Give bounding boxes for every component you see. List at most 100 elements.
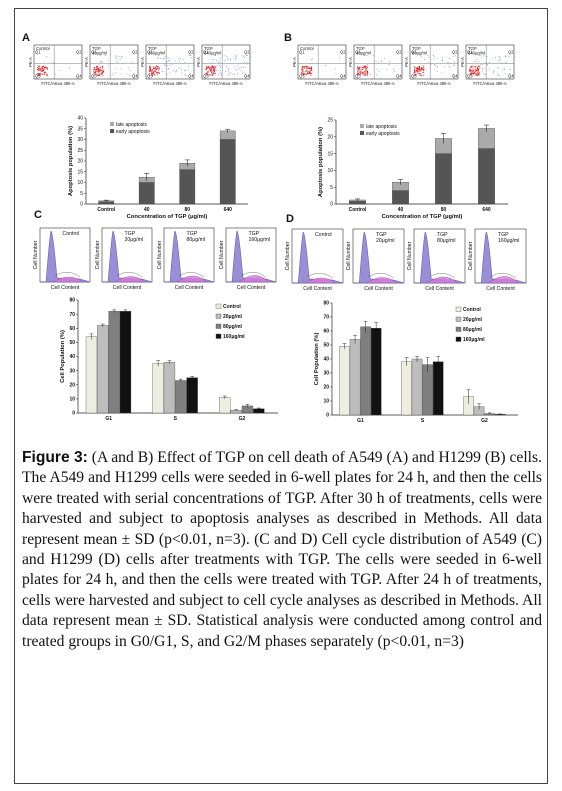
flow-dot-apoptotic [311, 58, 312, 60]
flow-dot-apoptotic [131, 61, 133, 63]
flow-dot-live [310, 68, 312, 70]
flow-dot-apoptotic [111, 74, 113, 76]
flow-dot-apoptotic [509, 72, 511, 74]
y-tick-label: 0 [80, 202, 83, 208]
flow-dot-live [39, 74, 41, 76]
flow-dot-live [211, 72, 213, 74]
caption-text: (A and B) Effect of TGP on cell death of… [22, 449, 542, 650]
flow-dot-live [356, 73, 358, 75]
flow-dot-live [151, 70, 153, 72]
flow-dot-live [152, 71, 154, 73]
flow-dot-live [98, 68, 100, 70]
flow-dot-live [310, 74, 312, 76]
flow-dot-live [414, 71, 416, 73]
flow-dot-apoptotic [504, 63, 506, 65]
flow-dot-live [36, 72, 38, 74]
hist-s-phase [426, 276, 458, 284]
flow-dot-live [360, 67, 362, 69]
flow-dot-live [213, 65, 215, 67]
flow-dot-apoptotic [231, 73, 233, 75]
flow-dot-live [419, 68, 421, 70]
flow-dot-apoptotic [241, 55, 243, 57]
flow-dot-apoptotic [378, 70, 380, 72]
flow-dot-live [421, 67, 423, 69]
flow-quadrant-label: Q1 [411, 49, 417, 54]
bar-dose-2 [108, 311, 120, 414]
flow-axis-xlabel: FITC/Alexa 488-A [473, 81, 506, 86]
flow-quadrant-label: Q2 [188, 49, 194, 54]
flow-quadrant-label: Q3 [35, 74, 41, 79]
flow-dot-live [43, 69, 45, 72]
flow-dot-live [470, 72, 472, 74]
flow-dot-apoptotic [217, 74, 219, 76]
flow-dot-live [306, 68, 308, 70]
flow-dot-apoptotic [211, 66, 213, 68]
legend-label: Control [223, 304, 241, 310]
flow-dot-apoptotic [436, 66, 438, 68]
flow-dot-apoptotic [184, 70, 186, 71]
flow-dot-apoptotic [238, 67, 240, 69]
y-axis-title: Apoptosis population (%) [318, 127, 324, 197]
flow-dot-live [365, 70, 367, 72]
flow-dot-live [213, 68, 215, 70]
flow-dot-apoptotic [448, 65, 450, 67]
y-tick-label: 70 [69, 312, 75, 318]
hist-axis-xlabel: Cell Content [175, 285, 204, 291]
flow-dot-live [422, 72, 424, 74]
flow-dot-live [357, 71, 359, 73]
flow-dot-live [38, 67, 40, 69]
flow-dot-live [414, 74, 416, 76]
flow-axis-xlabel: FITC/Alexa 488-A [97, 81, 130, 86]
flow-dot-live [306, 66, 308, 68]
flow-axis-xlabel: FITC/Alexa 488-A [417, 81, 450, 86]
flow-dot-live [153, 72, 155, 74]
hist-s-phase [238, 275, 269, 283]
flow-dot-apoptotic [244, 61, 246, 63]
flow-dot-apoptotic [486, 55, 488, 57]
hist-plot-label: Control [315, 232, 332, 238]
flow-dot-live [471, 66, 473, 68]
flow-dot-apoptotic [498, 67, 500, 69]
flow-dot-apoptotic [227, 73, 229, 75]
flow-axis-ylabel: PE-A [460, 57, 465, 67]
flow-dot-live [156, 72, 158, 74]
bar-dose-2 [422, 364, 433, 416]
hist-plot-label: TGP 20μg/ml [125, 231, 144, 243]
flow-quadrant-label: Q1 [467, 49, 473, 54]
flow-dot-live [97, 74, 99, 77]
y-tick-label: 40 [69, 354, 75, 360]
flow-dot-live [357, 72, 359, 74]
x-tick-label: 80 [441, 207, 447, 213]
flow-dot-apoptotic [129, 70, 131, 71]
flow-dot-live [206, 67, 208, 69]
flow-quadrant-label: Q3 [299, 74, 305, 79]
flow-dot-live [415, 74, 417, 76]
flow-dot-apoptotic [236, 68, 238, 70]
flow-dot-live [39, 69, 41, 71]
flow-dot-apoptotic [219, 65, 221, 67]
hist-axis-ylabel: Cell Number [33, 240, 39, 269]
flow-dot-apoptotic [486, 63, 488, 65]
flow-dot-live [363, 72, 365, 74]
flow-dot-live [214, 69, 216, 71]
flow-dot-apoptotic [497, 67, 498, 69]
flow-dot-live [98, 72, 100, 74]
flow-dot-apoptotic [369, 73, 371, 75]
x-tick-label: 40 [398, 207, 404, 213]
flow-dot-live [414, 69, 416, 71]
flow-dot-live [42, 66, 44, 68]
flow-dot-apoptotic [173, 70, 175, 72]
flow-dot-live [304, 73, 306, 75]
legend-swatch [360, 124, 364, 128]
flow-dot-live [357, 70, 359, 72]
flow-quadrant-label: Q4 [76, 74, 82, 79]
flow-dot-live [206, 71, 209, 73]
flow-dot-live [158, 68, 160, 70]
flow-dot-apoptotic [233, 57, 235, 59]
flow-dot-apoptotic [363, 55, 365, 57]
legend-label: 80μg/ml [223, 324, 243, 330]
flow-dot-live [478, 70, 480, 72]
flow-dot-live [365, 72, 367, 74]
flow-dot-apoptotic [230, 71, 232, 73]
